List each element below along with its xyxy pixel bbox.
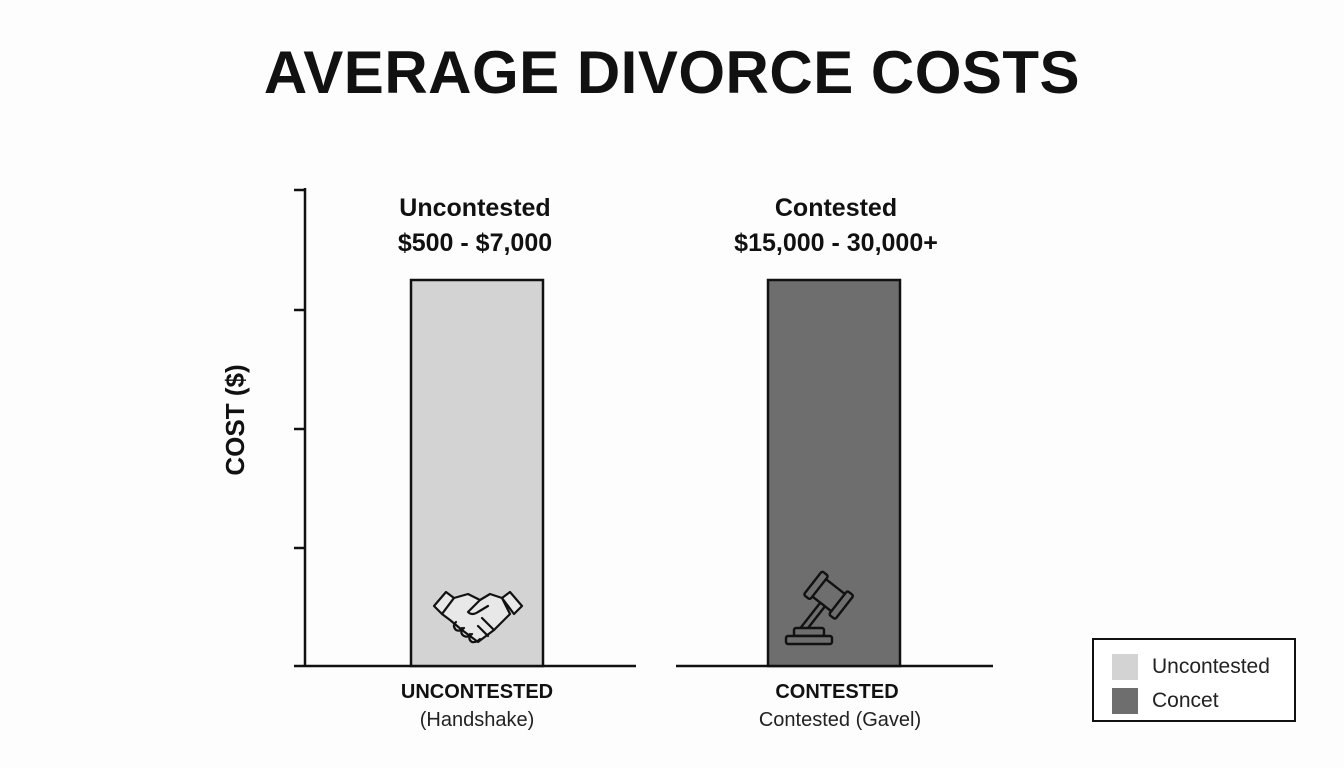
chart-title: AVERAGE DIVORCE COSTS bbox=[263, 39, 1081, 106]
legend-label-contested: Concet bbox=[1152, 689, 1219, 712]
x-tick-label-uncontested: UNCONTESTED bbox=[401, 681, 553, 703]
x-tick-sublabel-contested: Contested (Gavel) bbox=[759, 709, 921, 731]
x-tick-sublabel-uncontested: (Handshake) bbox=[420, 709, 535, 731]
x-tick-label-contested: CONTESTED bbox=[775, 681, 898, 703]
bar-label-uncontested-range: $500 - $7,000 bbox=[398, 229, 552, 257]
bar-label-contested-name: Contested bbox=[775, 194, 897, 222]
bar-label-contested-range: $15,000 - 30,000+ bbox=[734, 229, 938, 257]
legend-swatch-uncontested bbox=[1112, 654, 1138, 680]
legend-item-contested: Concet bbox=[1112, 688, 1219, 714]
legend-label-uncontested: Uncontested bbox=[1152, 655, 1270, 678]
legend-swatch-contested bbox=[1112, 688, 1138, 714]
legend-item-uncontested: Uncontested bbox=[1112, 654, 1270, 680]
handshake-icon bbox=[432, 590, 524, 644]
gavel-icon bbox=[784, 570, 855, 646]
bar-label-uncontested-name: Uncontested bbox=[399, 194, 550, 222]
y-axis-label: COST ($) bbox=[220, 364, 250, 475]
legend: Uncontested Concet bbox=[1092, 638, 1296, 722]
